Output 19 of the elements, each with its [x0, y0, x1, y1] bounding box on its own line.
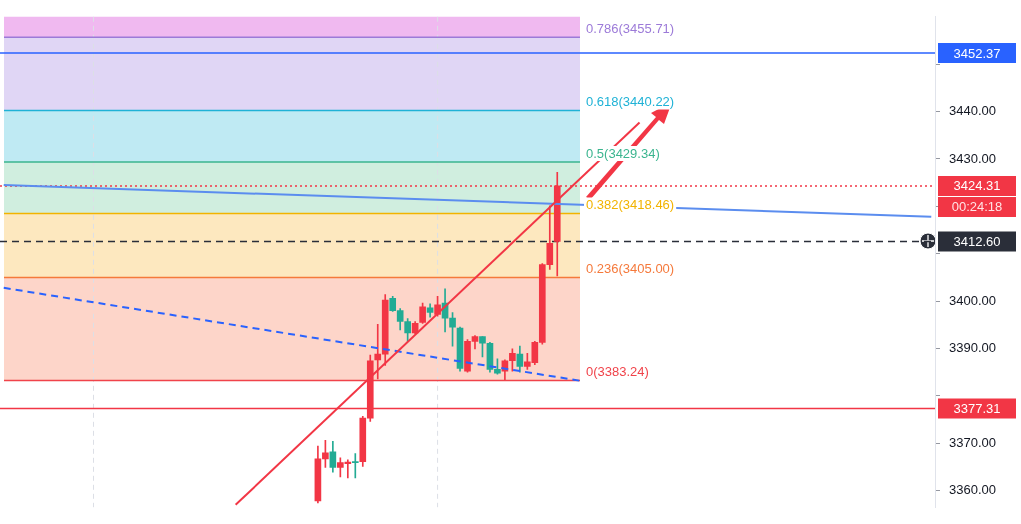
y-tick-label: 3400.00 [949, 292, 996, 308]
ref-line-label: 3412.60 [953, 233, 1001, 249]
y-tick-label: 3360.00 [949, 482, 996, 498]
y-tick-label: 3440.00 [949, 103, 996, 119]
ref-line-label: 0(3383.24) [586, 364, 649, 380]
ref-line-label: 3452.37 [953, 45, 1001, 61]
candlestick [374, 323, 382, 380]
ref-line-label: 0.236(3405.00) [586, 260, 675, 276]
ref-line-label: 0.5(3429.34) [586, 145, 660, 161]
text: 00:24:18 [951, 199, 1003, 215]
y-tick-label: 3430.00 [949, 150, 996, 166]
y-tick-label: 3390.00 [949, 340, 996, 356]
ref-line-label: 0.618(3440.22) [586, 94, 675, 110]
candlestick [351, 453, 359, 479]
ref-line-label: 3377.31 [953, 401, 1001, 417]
y-tick-label: 3370.00 [949, 434, 996, 450]
ref-line-label: 3424.31 [953, 178, 1001, 194]
ref-line-label: 0.786(3455.71) [586, 20, 675, 36]
ref-line-label: 0.382(3418.46) [586, 197, 675, 213]
